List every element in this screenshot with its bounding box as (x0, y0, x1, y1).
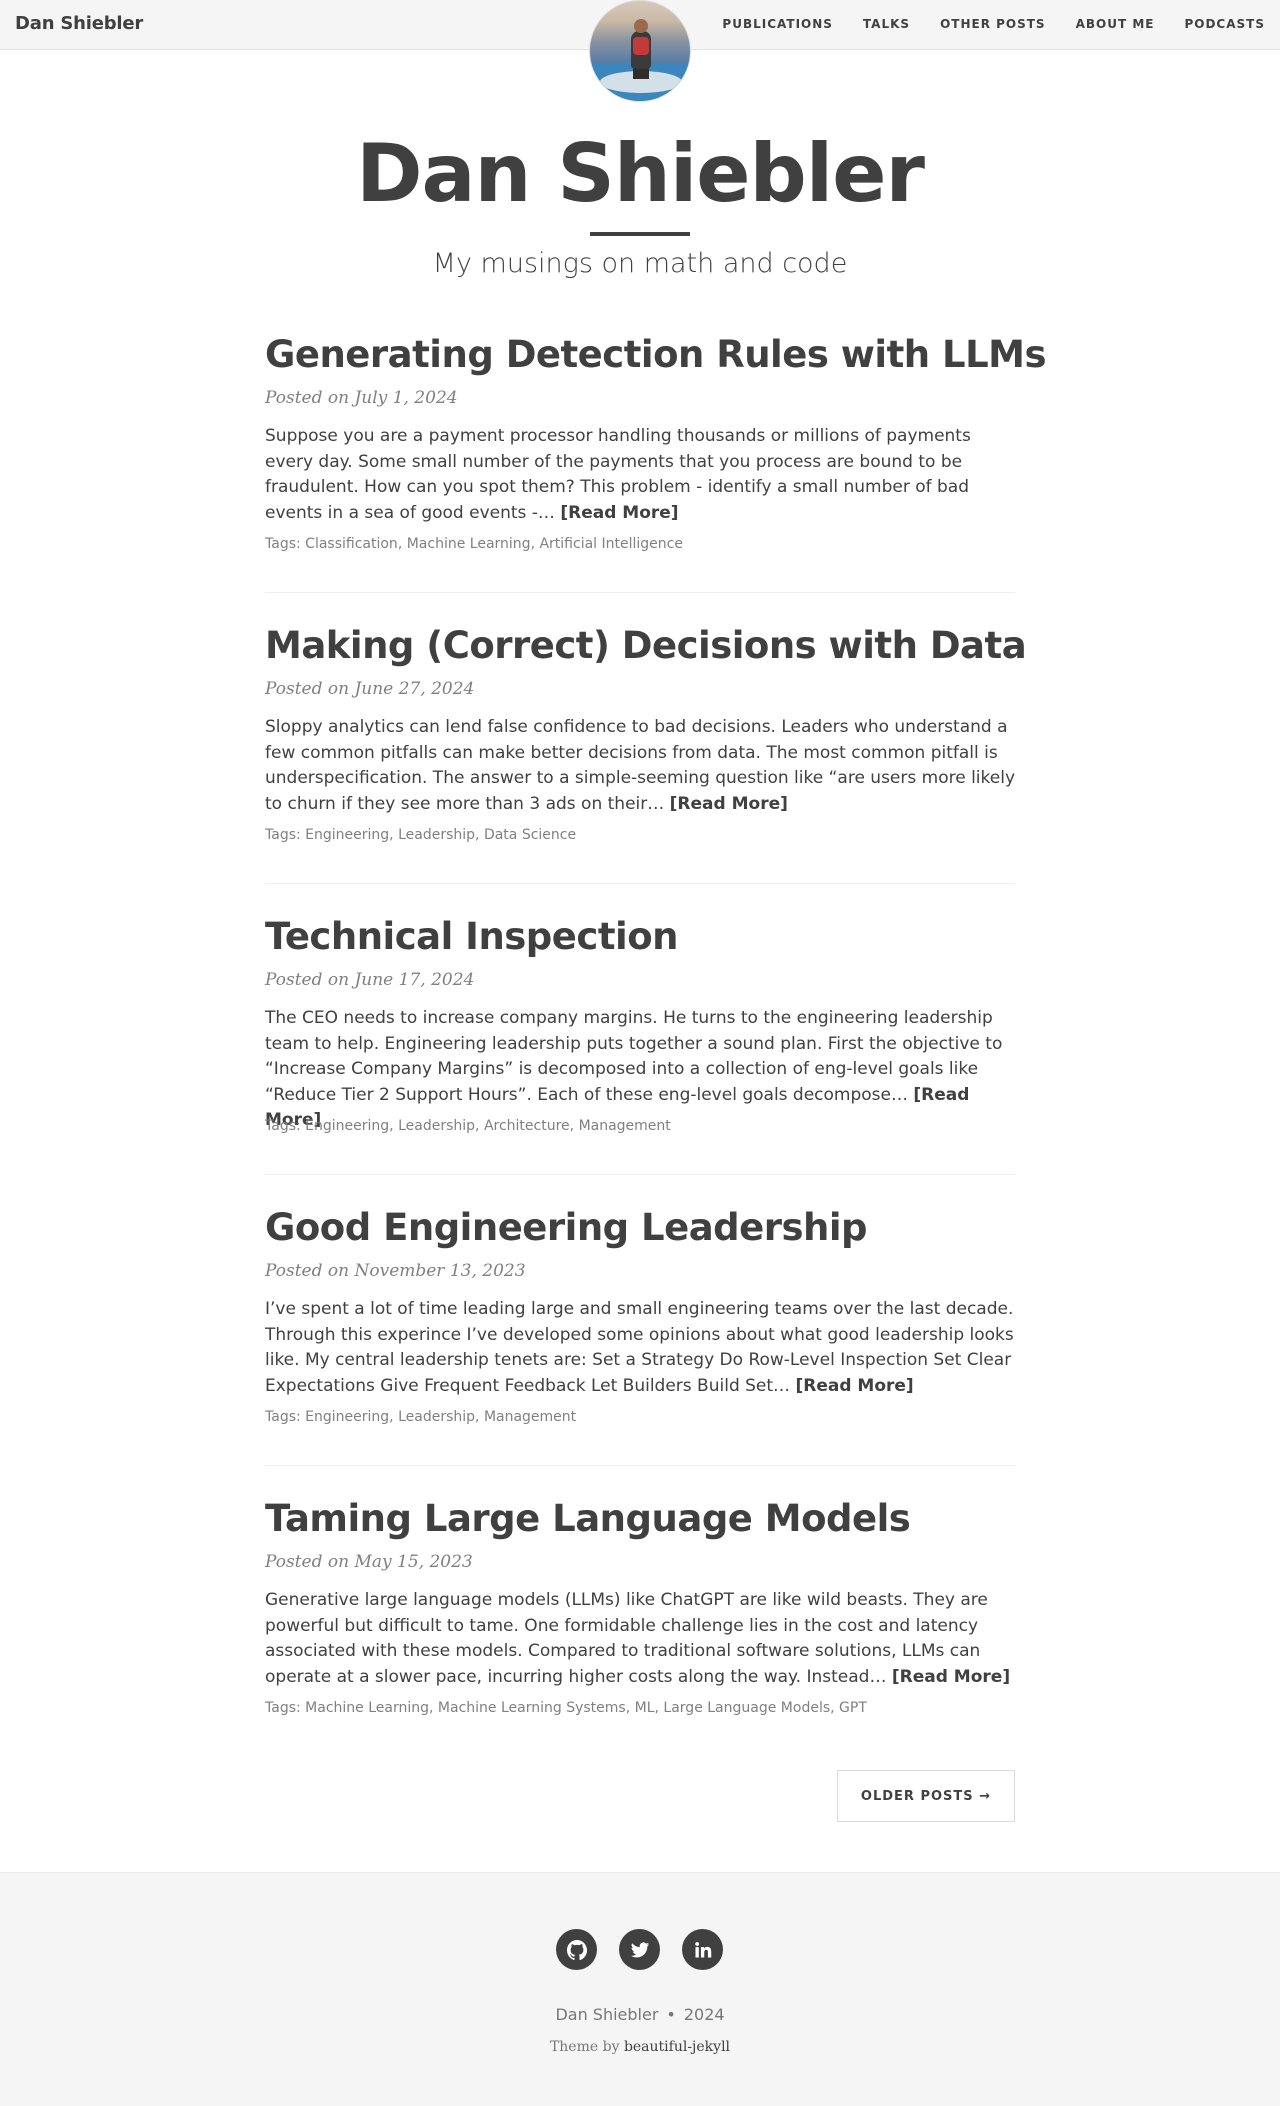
post-preview: Taming Large Language Models Posted on M… (265, 1494, 1015, 1785)
post-preview: Making (Correct) Decisions with Data Pos… (265, 621, 1027, 912)
post-date: Posted on July 1, 2024 (265, 388, 458, 408)
avatar[interactable] (589, 0, 691, 102)
post-excerpt-text: Sloppy analytics can lend false confiden… (265, 717, 1016, 814)
nav-link-about-me[interactable]: ABOUT ME (1075, 17, 1155, 31)
post-divider (265, 1465, 1015, 1466)
copyright-year: 2024 (683, 2005, 725, 2024)
post-title-link[interactable]: Good Engineering Leadership (265, 1206, 868, 1249)
tags-label: Tags: (265, 1700, 301, 1716)
twitter-glyph (630, 1941, 649, 1957)
post-title-link[interactable]: Taming Large Language Models (265, 1497, 911, 1540)
post-preview: Good Engineering Leadership Posted on No… (265, 1203, 1015, 1494)
tag-link[interactable]: Machine Learning Systems (437, 1700, 626, 1716)
site-subtitle: My musings on math and code (432, 248, 848, 279)
tag-link[interactable]: Leadership (398, 1118, 476, 1134)
tag-link[interactable]: Management (483, 1409, 577, 1425)
post-date: Posted on June 17, 2024 (265, 970, 475, 990)
post-tags: Tags: Engineering, Leadership, Data Scie… (265, 827, 577, 843)
site-title: Dan Shiebler (356, 127, 925, 220)
tag-link[interactable]: Classification (305, 536, 398, 552)
nav-links: PUBLICATIONS TALKS OTHER POSTS ABOUT ME … (722, 17, 1265, 31)
read-more-link[interactable]: [Read More] (560, 502, 679, 523)
post-excerpt: Sloppy analytics can lend false confiden… (265, 715, 1015, 817)
post-excerpt: The CEO needs to increase company margin… (265, 1006, 1015, 1134)
post-divider (265, 883, 1015, 884)
post-divider (265, 1174, 1015, 1175)
tag-link[interactable]: Leadership (398, 1409, 476, 1425)
post-preview: Generating Detection Rules with LLMs Pos… (265, 330, 1047, 621)
post-excerpt-text: I’ve spent a lot of time leading large a… (265, 1299, 1014, 1396)
linkedin-glyph (694, 1941, 711, 1957)
linkedin-icon[interactable] (682, 1929, 723, 1970)
post-date: Posted on May 15, 2023 (265, 1552, 473, 1572)
nav-link-publications[interactable]: PUBLICATIONS (722, 17, 833, 31)
post-excerpt-text: Generative large language models (LLMs) … (265, 1590, 988, 1687)
post-excerpt-text: Suppose you are a payment processor hand… (265, 426, 971, 523)
copyright-author: Dan Shiebler (555, 2005, 659, 2024)
tags-label: Tags: (265, 1118, 301, 1134)
brand-link[interactable]: Dan Shiebler (15, 13, 144, 34)
post-tags: Tags: Engineering, Leadership, Architect… (265, 1118, 671, 1134)
footer: Dan Shiebler • 2024 Theme by beautiful-jek… (0, 1872, 1280, 2106)
tags-label: Tags: (265, 536, 301, 552)
twitter-icon[interactable] (619, 1929, 660, 1970)
tag-link[interactable]: Leadership (398, 827, 476, 843)
older-posts-button[interactable]: OLDER POSTS → (837, 1770, 1015, 1822)
copyright: Dan Shiebler • 2024 (0, 2005, 1280, 2024)
post-preview: Technical Inspection Posted on June 17, … (265, 912, 1015, 1203)
post-tags: Tags: Machine Learning, Machine Learning… (265, 1700, 867, 1716)
read-more-link[interactable]: [Read More] (265, 1084, 970, 1131)
tag-link[interactable]: Artificial Intelligence (539, 536, 683, 552)
social-links (556, 1929, 723, 1970)
post-tags: Tags: Engineering, Leadership, Managemen… (265, 1409, 577, 1425)
post-date: Posted on November 13, 2023 (265, 1261, 526, 1281)
avatar-person-vest (633, 37, 649, 55)
tag-link[interactable]: Large Language Models (663, 1700, 831, 1716)
avatar-paddleboard (600, 71, 682, 93)
copyright-separator: • (666, 2005, 676, 2024)
post-excerpt: Generative large language models (LLMs) … (265, 1588, 1015, 1690)
tags-label: Tags: (265, 827, 301, 843)
tag-link[interactable]: ML (634, 1700, 655, 1716)
read-more-link[interactable]: [Read More] (795, 1375, 914, 1396)
github-icon[interactable] (556, 1929, 597, 1970)
nav-link-talks[interactable]: TALKS (862, 17, 911, 31)
read-more-link[interactable]: [Read More] (891, 1666, 1011, 1687)
nav-link-podcasts[interactable]: PODCASTS (1184, 17, 1265, 31)
tag-link[interactable]: Engineering (305, 1118, 390, 1134)
post-excerpt: Suppose you are a payment processor hand… (265, 424, 1015, 526)
post-list: Generating Detection Rules with LLMs Pos… (265, 330, 1047, 1785)
nav-link-other-posts[interactable]: OTHER POSTS (940, 17, 1046, 31)
post-date: Posted on June 27, 2024 (265, 679, 475, 699)
post-title-link[interactable]: Technical Inspection (265, 915, 678, 958)
post-title-link[interactable]: Making (Correct) Decisions with Data (265, 624, 1027, 667)
theme-credit: Theme by beautiful-jekyll (0, 2039, 1280, 2055)
tag-link[interactable]: Data Science (483, 827, 577, 843)
avatar-person-head (634, 19, 648, 33)
theme-link[interactable]: beautiful-jekyll (623, 2039, 731, 2055)
post-tags: Tags: Classification, Machine Learning, … (265, 536, 683, 552)
post-excerpt-text: The CEO needs to increase company margin… (265, 1008, 1003, 1105)
tag-link[interactable]: Machine Learning (406, 536, 531, 552)
theme-prefix: Theme by (549, 2039, 620, 2055)
tag-link[interactable]: Engineering (305, 1409, 390, 1425)
tag-link[interactable]: Architecture (483, 1118, 570, 1134)
post-excerpt: I’ve spent a lot of time leading large a… (265, 1297, 1015, 1399)
post-title-link[interactable]: Generating Detection Rules with LLMs (265, 333, 1047, 376)
tag-link[interactable]: Management (578, 1118, 671, 1134)
post-divider (265, 592, 1015, 593)
github-glyph (566, 1939, 587, 1960)
tag-link[interactable]: Machine Learning (305, 1700, 430, 1716)
title-divider (590, 232, 690, 236)
tag-link[interactable]: GPT (839, 1700, 867, 1716)
tag-link[interactable]: Engineering (305, 827, 390, 843)
tags-label: Tags: (265, 1409, 301, 1425)
read-more-link[interactable]: [Read More] (669, 793, 788, 814)
